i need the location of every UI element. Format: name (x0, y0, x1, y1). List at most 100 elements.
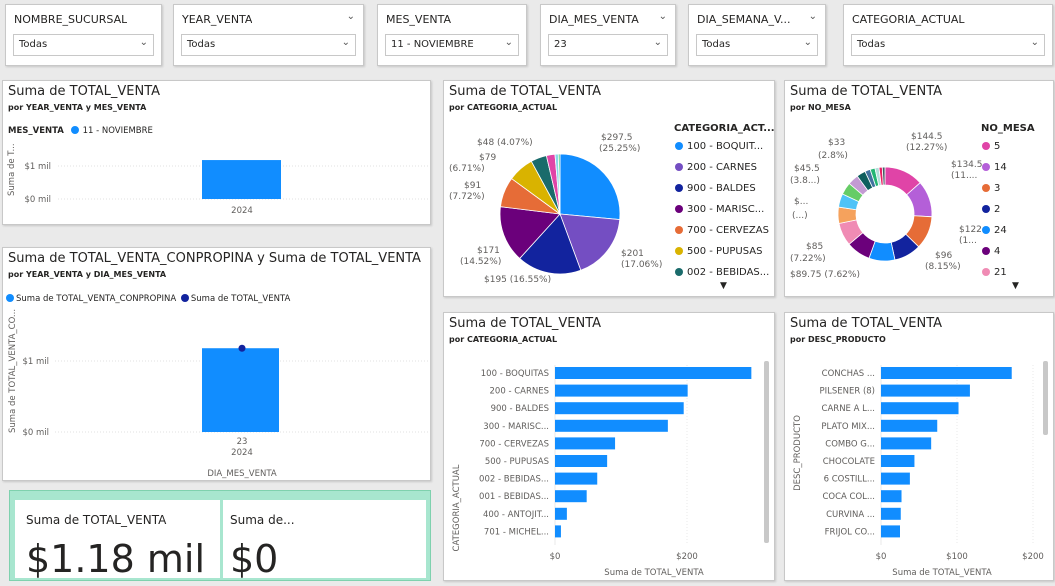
chevron-down-icon[interactable]: ⌄ (808, 11, 817, 22)
chevron-down-icon[interactable]: ⌄ (658, 11, 667, 22)
legend-dot (982, 247, 990, 255)
legend-item[interactable]: 700 - CERVEZAS (675, 225, 769, 236)
bar-chart-producto[interactable]: Suma de TOTAL_VENTA por DESC_PRODUCTO DE… (784, 312, 1054, 581)
legend-item[interactable]: 100 - BOQUIT... (675, 141, 763, 152)
bar[interactable] (555, 525, 561, 538)
kpi-card-secondary[interactable]: Suma de... $0 (223, 500, 426, 581)
legend-label: 700 - CERVEZAS (687, 225, 769, 236)
data-label: (25.25%) (599, 144, 640, 154)
slicer-year-venta[interactable]: YEAR_VENTA ⌄ Todas ⌄ (173, 4, 364, 66)
bar[interactable] (555, 490, 587, 503)
data-label: $122 (959, 225, 982, 235)
slicer-dia-mes-venta[interactable]: DIA_MES_VENTA ⌄ 23 ⌄ (540, 4, 676, 66)
bar[interactable] (555, 419, 668, 432)
kpi-value: $1.18 mil (26, 537, 205, 581)
bar-chart-ventas-mes[interactable]: Suma de TOTAL_VENTA por YEAR_VENTA y MES… (2, 80, 431, 225)
kpi-label: Suma de TOTAL_VENTA (26, 513, 167, 527)
bar[interactable] (881, 472, 910, 485)
legend-title: NO_MESA (981, 123, 1035, 134)
bar[interactable] (881, 419, 938, 432)
legend-scroll-down-icon[interactable]: ▼ (1012, 281, 1019, 291)
bar[interactable] (881, 367, 1012, 379)
pie-slice[interactable] (559, 213, 621, 271)
x-tick: $200 (1022, 552, 1044, 562)
x-tick: $100 (946, 552, 968, 562)
slicer-dropdown[interactable]: Todas ⌄ (851, 34, 1045, 56)
pie-slice[interactable] (519, 213, 582, 275)
pie-slice[interactable] (557, 153, 561, 215)
legend-dot (982, 205, 990, 213)
chevron-down-icon: ⌄ (1030, 37, 1039, 48)
slicer-mes-venta[interactable]: MES_VENTA 11 - NOVIEMBRE ⌄ (377, 4, 527, 66)
y-tick: $1 mil (22, 357, 49, 367)
bar[interactable] (555, 437, 616, 450)
legend-item[interactable]: 4 (982, 246, 1000, 257)
category-label: PLATO MIX... (821, 422, 875, 432)
y-tick: $0 mil (22, 428, 49, 438)
legend-item[interactable]: 2 (982, 204, 1000, 215)
slicer-dropdown[interactable]: Todas ⌄ (181, 34, 356, 56)
bar[interactable] (881, 455, 915, 467)
slicer-nombre-sucursal[interactable]: NOMBRE_SUCURSAL Todas ⌄ (5, 4, 162, 66)
chart-plot: $297.5 (25.25%) $201 (17.06%) $195 (16.5… (449, 133, 662, 285)
x-axis-label: DIA_MES_VENTA (207, 469, 277, 479)
pie-chart-categoria[interactable]: Suma de TOTAL_VENTA por CATEGORIA_ACTUAL… (443, 80, 775, 297)
data-point[interactable] (238, 344, 246, 352)
legend-scroll-down-icon[interactable]: ▼ (720, 281, 727, 291)
bar-chart-propina-dia[interactable]: Suma de TOTAL_VENTA_CONPROPINA y Suma de… (2, 247, 431, 481)
bar[interactable] (202, 348, 279, 432)
bar[interactable] (555, 384, 688, 397)
legend-item[interactable]: 500 - PUPUSAS (675, 246, 762, 257)
slicer-dropdown[interactable]: 23 ⌄ (548, 34, 668, 56)
bar[interactable] (555, 367, 752, 379)
bar[interactable] (202, 160, 281, 199)
pie-slice[interactable] (881, 166, 886, 186)
legend-item[interactable]: 200 - CARNES (675, 162, 757, 173)
legend-item[interactable]: 14 (982, 162, 1007, 173)
legend-item[interactable]: 5 (982, 141, 1000, 152)
legend-item[interactable]: 24 (982, 225, 1007, 236)
bar[interactable] (555, 472, 598, 485)
chevron-down-icon: ⌄ (803, 37, 812, 48)
legend-dot (675, 268, 683, 276)
bar[interactable] (881, 507, 901, 520)
scrollbar[interactable] (1043, 361, 1048, 435)
bar[interactable] (555, 455, 608, 467)
bar[interactable] (881, 490, 902, 503)
data-label: (12.27%) (906, 143, 947, 153)
bar[interactable] (555, 402, 684, 415)
scrollbar[interactable] (764, 361, 769, 543)
kpi-card-total-venta[interactable]: Suma de TOTAL_VENTA $1.18 mil (15, 500, 220, 581)
legend-item: Suma de TOTAL_VENTA (190, 294, 291, 304)
data-label: $48 (4.07%) (477, 138, 533, 148)
category-label: FRIJOL CO... (825, 527, 875, 537)
legend-label: 4 (994, 246, 1001, 257)
legend-title: MES_VENTA (8, 126, 64, 136)
slicer-dropdown[interactable]: Todas ⌄ (696, 34, 818, 56)
legend-item[interactable]: 900 - BALDES (675, 183, 756, 194)
bar[interactable] (881, 525, 900, 538)
slicer-dropdown[interactable]: 11 - NOVIEMBRE ⌄ (385, 34, 519, 56)
slicer-dropdown[interactable]: Todas ⌄ (13, 34, 154, 56)
slicer-categoria-actual[interactable]: CATEGORIA_ACTUAL Todas ⌄ (843, 4, 1053, 66)
legend-dot (982, 226, 990, 234)
bar[interactable] (881, 384, 970, 397)
legend-item[interactable]: 3 (982, 183, 1000, 194)
slicer-dia-semana-venta[interactable]: DIA_SEMANA_V... ⌄ Todas ⌄ (688, 4, 826, 66)
bar-chart-categoria[interactable]: Suma de TOTAL_VENTA por CATEGORIA_ACTUAL… (443, 312, 775, 581)
bar[interactable] (881, 402, 959, 415)
legend-item[interactable]: 21 (982, 267, 1007, 278)
y-axis-label: DESC_PRODUCTO (793, 415, 803, 491)
bar[interactable] (555, 507, 567, 520)
chevron-down-icon[interactable]: ⌄ (346, 11, 355, 22)
x-tick: $0 (876, 552, 887, 562)
y-tick: $1 mil (24, 162, 51, 172)
legend-item[interactable]: 300 - MARISC... (675, 204, 764, 215)
legend-label: 24 (994, 225, 1007, 236)
donut-chart-mesa[interactable]: Suma de TOTAL_VENTA por NO_MESA $144.5 (… (784, 80, 1054, 297)
legend-item[interactable]: 002 - BEBIDAS... (675, 267, 769, 278)
legend-label: 100 - BOQUIT... (687, 141, 764, 152)
bar[interactable] (881, 437, 932, 450)
pie-slice[interactable] (559, 153, 621, 221)
pie-slice[interactable] (499, 206, 561, 260)
